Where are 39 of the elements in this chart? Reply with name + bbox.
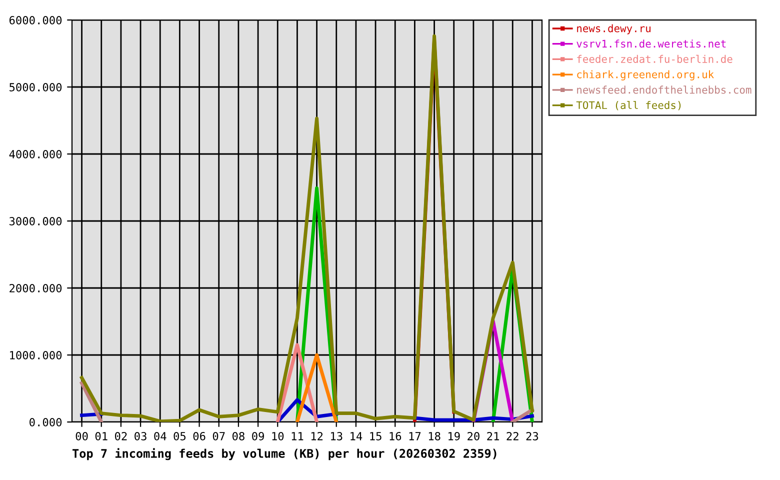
x-tick-label: 13	[331, 432, 342, 440]
legend-label: news.dewy.ru	[577, 24, 650, 34]
x-tick-label: 00	[76, 432, 88, 440]
x-tick-label: 02	[114, 432, 127, 440]
y-tick-label: 4000.000	[9, 150, 62, 158]
line-series	[80, 34, 534, 422]
y-tick-label: 3000.000	[10, 217, 62, 226]
x-tick-label: 01	[95, 432, 108, 440]
x-axis-title: Top 7 incoming feeds by volume (KB) per hour (20260302 2359)	[72, 448, 496, 460]
x-tick-label: 14	[350, 432, 362, 440]
x-tick-label: 23	[526, 432, 538, 440]
x-tick-label: 16	[390, 432, 402, 440]
x-tick-label: 04	[154, 432, 166, 440]
y-tick-label: 0.000	[30, 418, 62, 426]
x-tick-label: 10	[272, 432, 284, 440]
legend-label: vsrv1.fsn.de.weretis.net	[576, 40, 726, 48]
x-tick-label: 07	[212, 432, 225, 440]
legend-label: chiark.greenend.org.uk	[577, 70, 714, 80]
y-tick-label: 5000.000	[10, 83, 62, 92]
x-tick-label: 17	[409, 432, 421, 440]
y-tick-label: 1000.000	[10, 351, 62, 360]
x-tick-label: 03	[134, 432, 146, 440]
legend-label: newsfeed.endofthelinebbs.com	[577, 86, 752, 94]
legend-label: TOTAL (all feeds)	[576, 100, 681, 110]
x-tick-label: 05	[174, 432, 186, 440]
x-tick-label: 08	[232, 432, 244, 440]
x-tick-label: 15	[370, 432, 382, 440]
y-tick-label: 6000.000	[9, 16, 62, 24]
x-tick-label: 20	[468, 432, 480, 440]
x-tick-label: 12	[311, 432, 323, 440]
x-tick-label: 06	[193, 432, 206, 440]
x-tick-label: 11	[292, 432, 304, 440]
y-tick-label: 2000.000	[10, 284, 62, 292]
x-tick-label: 09	[252, 432, 264, 440]
x-tick-label: 19	[448, 432, 460, 440]
legend-label: feeder.zedat.fu-berlin.de	[577, 54, 732, 63]
x-tick-label: 18	[428, 432, 440, 440]
x-tick-label: 21	[487, 432, 499, 440]
x-tick-label: 22	[506, 432, 518, 440]
